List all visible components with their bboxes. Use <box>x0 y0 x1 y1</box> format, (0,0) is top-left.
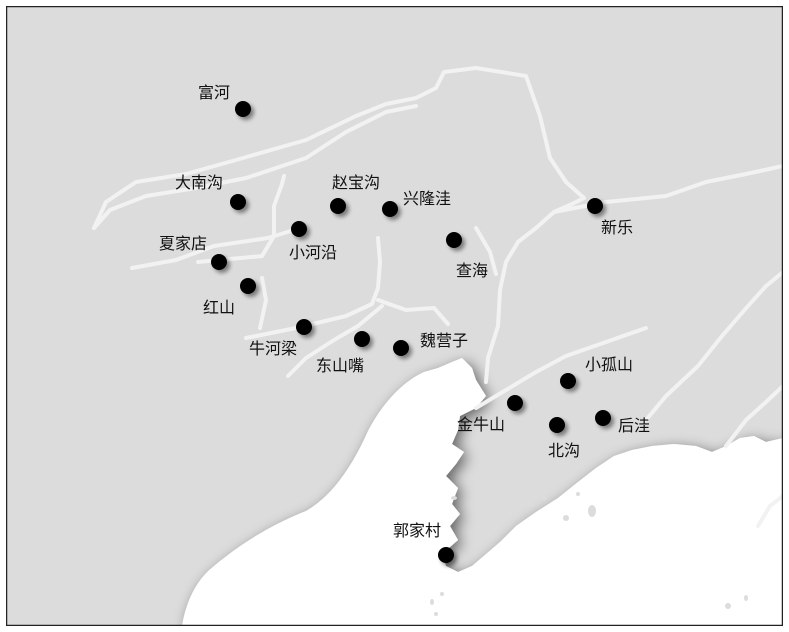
map-border <box>6 6 783 626</box>
site-marker-xinle <box>587 198 603 214</box>
site-marker-xinglongwa <box>382 201 398 217</box>
site-label-zhaobaogou: 赵宝沟 <box>332 173 380 192</box>
site-label-dongshanzui: 东山嘴 <box>316 356 364 375</box>
site-marker-guojiacun <box>438 547 454 563</box>
site-label-niuheliang: 牛河梁 <box>249 339 297 358</box>
site-label-guojiacun: 郭家村 <box>393 521 441 540</box>
site-marker-houwa <box>595 410 611 426</box>
site-label-weiyingzi: 魏营子 <box>420 331 468 350</box>
site-marker-xiaoheyan <box>291 221 307 237</box>
map-canvas: 富河 大南沟 夏家店 红山 牛河梁 小河沿 赵宝沟 兴隆洼 查海 东山嘴 魏营子… <box>6 6 783 626</box>
site-label-houwa: 后洼 <box>618 416 650 435</box>
rivers <box>92 66 783 528</box>
islands <box>430 492 748 616</box>
site-marker-fuhe <box>235 101 251 117</box>
site-label-xinglongwa: 兴隆洼 <box>403 189 451 208</box>
site-label-fuhe: 富河 <box>198 83 230 102</box>
site-label-xiaoheyan: 小河沿 <box>289 243 337 262</box>
site-marker-xiajiadian <box>211 254 227 270</box>
site-marker-xiaogushan <box>560 373 576 389</box>
site-marker-niuheliang <box>296 319 312 335</box>
site-label-xiaogushan: 小孤山 <box>585 355 633 374</box>
site-marker-weiyingzi <box>393 340 409 356</box>
site-marker-danangou <box>230 194 246 210</box>
site-marker-beigou <box>549 417 565 433</box>
site-label-xinle: 新乐 <box>601 218 633 237</box>
site-label-hongshan: 红山 <box>203 298 235 317</box>
site-label-jinniushan: 金牛山 <box>457 415 505 434</box>
site-label-danangou: 大南沟 <box>175 173 223 192</box>
site-marker-dongshanzui <box>354 331 370 347</box>
sea-area <box>182 358 783 626</box>
site-marker-jinniushan <box>507 395 523 411</box>
site-label-beigou: 北沟 <box>548 441 580 460</box>
site-label-chahai: 查海 <box>456 261 488 280</box>
site-marker-zhaobaogou <box>330 198 346 214</box>
site-marker-hongshan <box>240 278 256 294</box>
map-frame: 富河 大南沟 夏家店 红山 牛河梁 小河沿 赵宝沟 兴隆洼 查海 东山嘴 魏营子… <box>6 6 783 626</box>
site-markers <box>211 101 611 563</box>
site-label-xiajiadian: 夏家店 <box>159 234 207 253</box>
site-marker-chahai <box>446 232 462 248</box>
site-labels: 富河 大南沟 夏家店 红山 牛河梁 小河沿 赵宝沟 兴隆洼 查海 东山嘴 魏营子… <box>159 83 650 540</box>
